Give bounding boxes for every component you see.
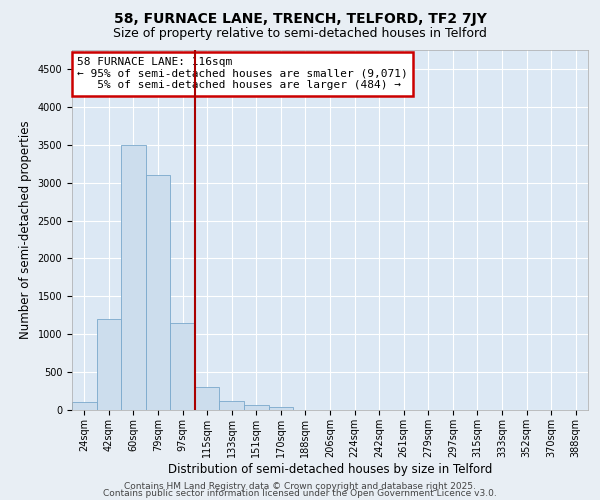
Y-axis label: Number of semi-detached properties: Number of semi-detached properties bbox=[19, 120, 32, 340]
Bar bbox=[244, 404, 269, 410]
X-axis label: Distribution of semi-detached houses by size in Telford: Distribution of semi-detached houses by … bbox=[168, 462, 492, 475]
Bar bbox=[121, 144, 146, 410]
Bar bbox=[220, 401, 244, 410]
Bar bbox=[195, 388, 220, 410]
Bar bbox=[269, 407, 293, 410]
Bar bbox=[97, 319, 121, 410]
Bar bbox=[72, 402, 97, 410]
Bar bbox=[170, 323, 195, 410]
Text: 58 FURNACE LANE: 116sqm
← 95% of semi-detached houses are smaller (9,071)
   5% : 58 FURNACE LANE: 116sqm ← 95% of semi-de… bbox=[77, 57, 408, 90]
Text: Contains public sector information licensed under the Open Government Licence v3: Contains public sector information licen… bbox=[103, 488, 497, 498]
Bar bbox=[146, 175, 170, 410]
Text: 58, FURNACE LANE, TRENCH, TELFORD, TF2 7JY: 58, FURNACE LANE, TRENCH, TELFORD, TF2 7… bbox=[113, 12, 487, 26]
Text: Size of property relative to semi-detached houses in Telford: Size of property relative to semi-detach… bbox=[113, 28, 487, 40]
Text: Contains HM Land Registry data © Crown copyright and database right 2025.: Contains HM Land Registry data © Crown c… bbox=[124, 482, 476, 491]
